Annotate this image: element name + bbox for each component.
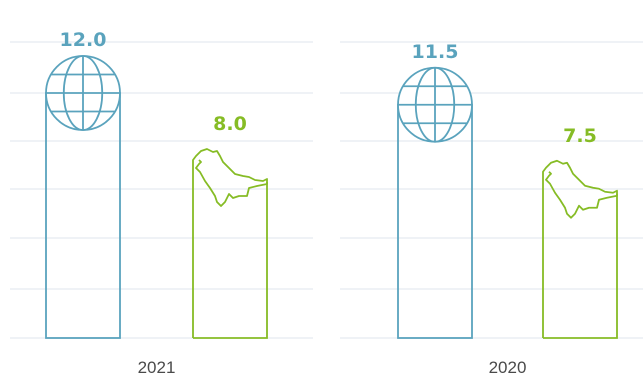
x-tick-label: 2020 <box>489 358 527 377</box>
globe-icon <box>45 55 121 131</box>
saudi-arabia-map-icon <box>542 159 618 338</box>
data-label: 8.0 <box>213 113 247 135</box>
data-label: 12.0 <box>60 29 107 51</box>
globe-icon <box>397 66 473 143</box>
bar-2020-saudi-arabia <box>542 159 618 339</box>
bar-2021-saudi-arabia <box>192 148 268 339</box>
labels: 12.0 8.0 2021 11.5 7.5 2020 <box>60 29 597 377</box>
saudi-arabia-map-icon <box>192 148 268 338</box>
data-label: 7.5 <box>563 125 597 147</box>
bars <box>45 55 618 339</box>
data-label: 11.5 <box>412 41 459 63</box>
x-tick-label: 2021 <box>138 358 176 377</box>
